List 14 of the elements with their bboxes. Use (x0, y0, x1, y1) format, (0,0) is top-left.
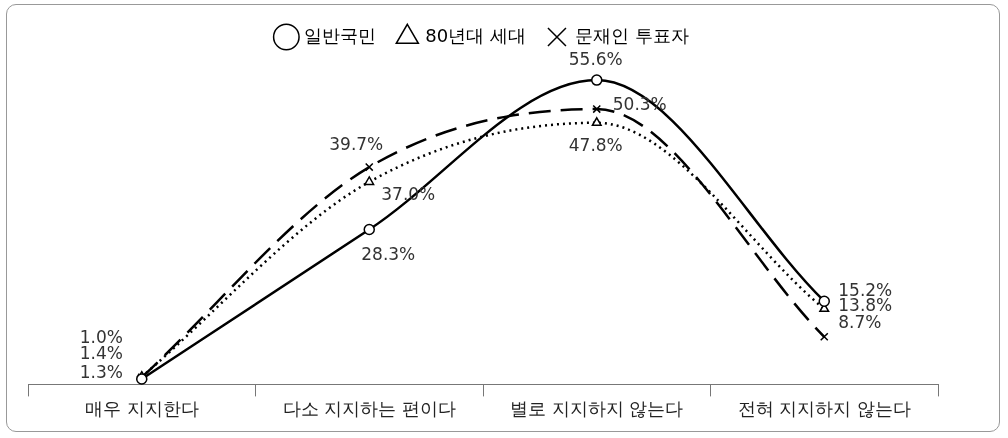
data-label: 39.7% (329, 133, 384, 154)
legend-label: 80년대 세대 (425, 24, 526, 46)
data-label: 1.3% (79, 361, 123, 382)
x-tick-label: 매우 지지한다 (84, 397, 199, 419)
x-tick-label: 다소 지지하는 편이다 (282, 397, 456, 419)
x-tick-label: 별로 지지하지 않는다 (510, 397, 684, 419)
data-label: 28.3% (361, 243, 416, 264)
legend-label: 일반국민 (304, 24, 377, 46)
data-label: 55.6% (568, 48, 623, 69)
data-label: 8.7% (838, 311, 882, 332)
data-label: 1.4% (79, 343, 123, 364)
data-label: 47.8% (568, 135, 623, 156)
x-tick-label: 전혀 지지하지 않는다 (737, 397, 911, 419)
legend-label: 문재인 투표자 (574, 24, 689, 46)
